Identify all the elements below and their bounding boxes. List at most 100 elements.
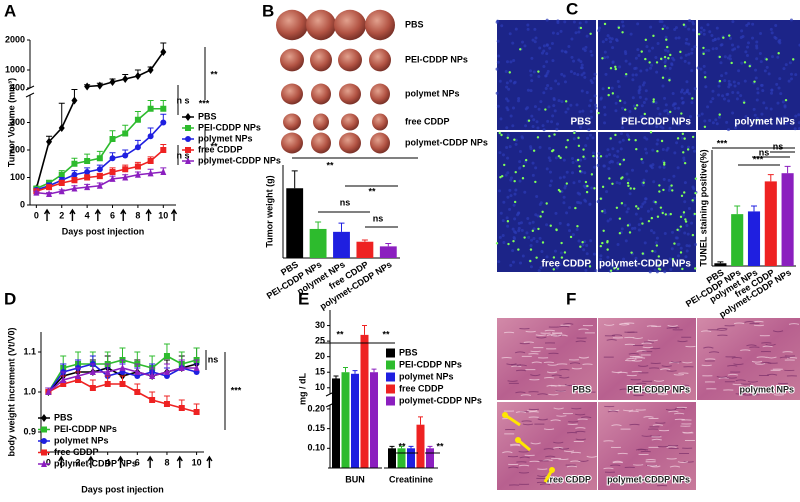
nucleus [651,260,655,264]
nucleus [589,115,593,119]
annotation: ** [210,69,218,79]
tissue-texture [651,438,662,441]
error-bar [408,445,414,449]
pointer-head [502,412,508,418]
nucleus [560,72,564,76]
tunel-dot [609,137,612,140]
nucleus [639,205,643,209]
nucleus [634,256,638,260]
nucleus [675,236,679,240]
nucleus [529,147,533,151]
nucleus [797,121,800,125]
tunel-dot [607,86,611,90]
tunel-dot [656,215,660,218]
nucleus [604,38,608,42]
tunel-dot [658,268,662,271]
nucleus [783,104,787,108]
nucleus [564,50,568,54]
tunel-dot [606,241,609,244]
tunel-dot [718,113,721,116]
tumor-photo [365,9,395,41]
nucleus [531,38,535,42]
error-bar [389,445,395,449]
tunel-dot [657,255,660,258]
nucleus [751,22,755,26]
marker [41,438,47,444]
tunel-dot [495,242,499,245]
tissue-texture [546,384,557,387]
legend-label: PEI-CDDP NPs [198,122,261,132]
nucleus [770,91,774,95]
nucleus [711,47,715,51]
tunel-dot [691,233,695,237]
nucleus [781,100,785,104]
tissue-texture [628,410,639,413]
nucleus [623,50,627,54]
nucleus [525,231,529,235]
micrograph-label: PBS [570,117,591,128]
nucleus [616,79,620,83]
nucleus [506,156,510,160]
nucleus [585,136,589,140]
nucleus [616,161,620,165]
nucleus [673,262,677,266]
x-axis-label: Days post injection [62,226,145,236]
nucleus [633,226,637,230]
tissue-texture [638,365,649,367]
nucleus [650,117,654,121]
tunel-dot [564,100,568,103]
nucleus [789,72,793,76]
nucleus [530,79,534,83]
marker [134,116,141,123]
marker [109,169,116,175]
tissue-texture [566,465,578,468]
nucleus [677,106,681,110]
nucleus [517,221,521,225]
nucleus [645,137,649,141]
nucleus [531,173,535,177]
tunel-dot [667,57,670,60]
nucleus [663,96,667,100]
nucleus [577,201,581,205]
nucleus [608,160,612,164]
annotation: n s [176,150,189,160]
nucleus [589,239,593,243]
nucleus [726,92,730,96]
tissue-texture [755,363,766,365]
tissue-texture [701,364,712,367]
nucleus [562,74,566,78]
marker [41,460,47,467]
nucleus [599,96,603,100]
nucleus [673,102,677,106]
tissue-texture [740,349,751,351]
tunel-dot [654,200,657,204]
nucleus [538,236,542,240]
tissue-texture [547,364,558,366]
nucleus [787,79,791,83]
nucleus [537,269,541,273]
nucleus [677,36,681,40]
nucleus [551,59,555,63]
marker [185,157,191,164]
nucleus [764,106,768,110]
marker [96,81,103,90]
nucleus [537,107,541,111]
nucleus [668,66,672,70]
nucleus [641,202,645,206]
tissue-texture [530,350,541,353]
tunel-dot [614,65,617,69]
nucleus [734,126,738,130]
tissue-texture [611,334,623,336]
nucleus [544,74,548,78]
tunel-dot [668,79,671,82]
nucleus [611,147,615,151]
nucleus [585,90,589,94]
nucleus [741,35,745,39]
nucleus [530,56,534,60]
nucleus [508,32,512,36]
photo-label: polymet NPs [405,88,460,98]
tissue-texture [628,478,639,480]
nucleus [769,27,773,31]
nucleus [506,171,510,175]
nucleus [682,158,686,162]
